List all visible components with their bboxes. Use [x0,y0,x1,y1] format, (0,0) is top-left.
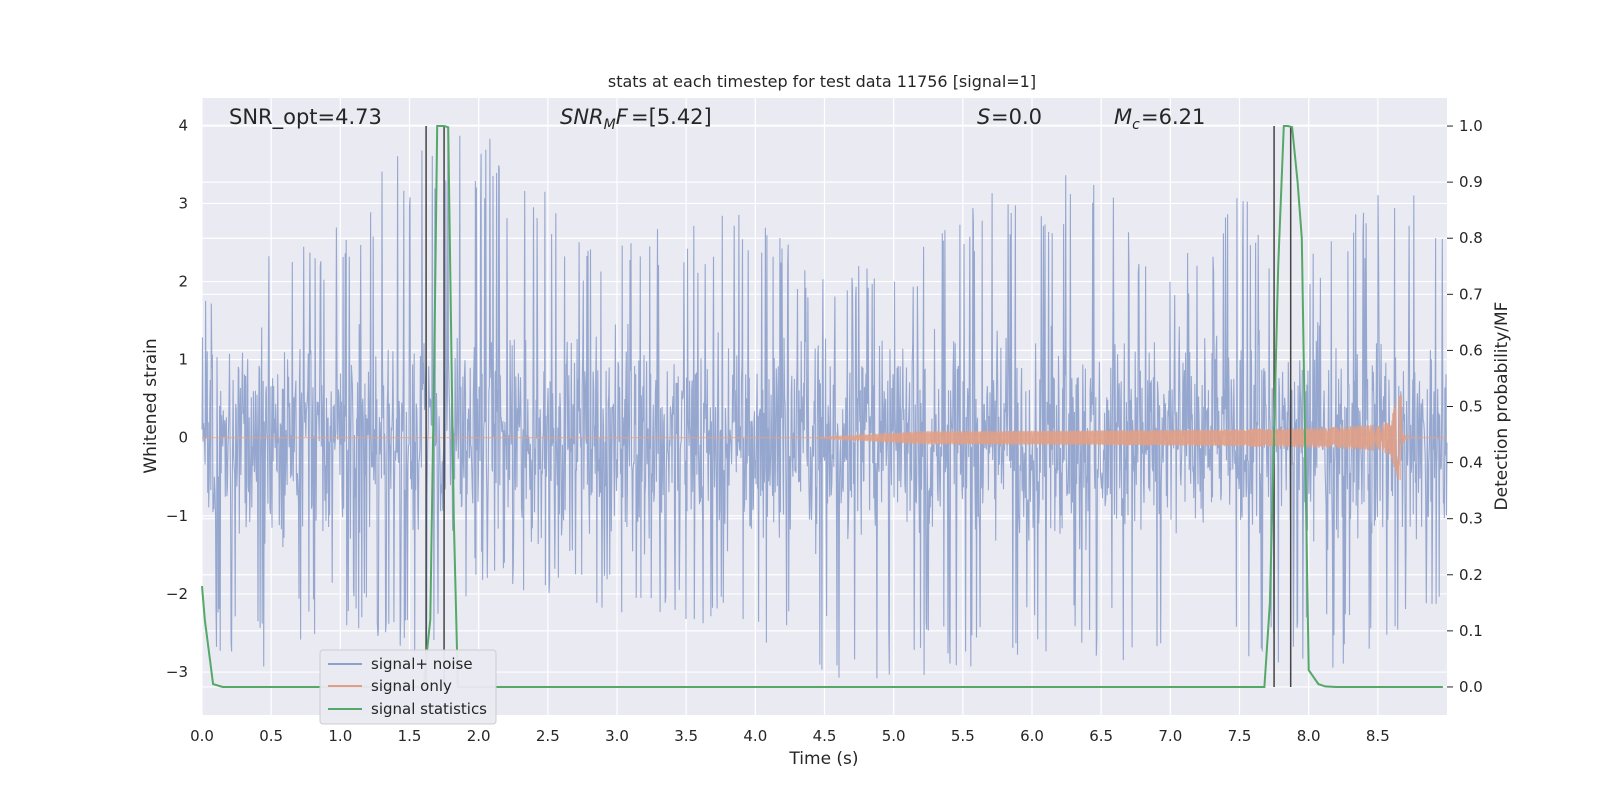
y-right-tick-label: 0.3 [1459,510,1483,528]
legend-label-signal-stats: signal statistics [371,700,487,718]
legend-label-signal-noise: signal+ noise [371,655,473,673]
x-tick-label: 7.5 [1228,727,1252,745]
y-left-tick-label: 2 [178,273,188,291]
x-tick-label: 8.0 [1297,727,1321,745]
signal-only-series [202,394,1447,481]
x-tick-label: 4.5 [813,727,837,745]
y-right-tick-label: 0.0 [1459,678,1483,696]
y-left-ticks: −3 −2 −1 0 1 2 3 4 [166,116,188,681]
x-tick-label: 0.0 [190,727,214,745]
x-tick-label: 2.0 [467,727,491,745]
x-tick-label: 1.0 [328,727,352,745]
signal-noise-line [201,127,1448,679]
x-tick-label: 6.0 [1020,727,1044,745]
y-right-tick-label: 0.2 [1459,566,1483,584]
x-tick-label: 6.5 [1089,727,1113,745]
x-tick-label: 3.5 [674,727,698,745]
annotation-mc-value: =6.21 [1141,105,1205,129]
legend-label-signal-only: signal only [371,677,452,695]
signal-only-line [202,394,1447,481]
y-right-ticks: 0.0 0.1 0.2 0.3 0.4 0.5 0.6 0.7 0.8 0.9 1.0 [1447,117,1483,696]
y-right-tick-label: 0.5 [1459,398,1483,416]
x-tick-label: 3.0 [605,727,629,745]
x-tick-label: 8.5 [1366,727,1390,745]
x-tick-label: 5.0 [882,727,906,745]
y-right-tick-label: 0.4 [1459,454,1483,472]
y-left-tick-label: −2 [166,585,188,603]
y-right-tick-label: 0.8 [1459,229,1483,247]
x-axis-label: Time (s) [788,749,858,769]
x-tick-label: 7.0 [1158,727,1182,745]
legend-box [319,649,497,725]
x-tick-label: 0.5 [259,727,283,745]
y-right-tick-label: 1.0 [1459,117,1483,135]
annotation-snr-opt: SNR_opt=4.73 [229,105,382,130]
y-right-tick-label: 0.9 [1459,173,1483,191]
y-right-tick-label: 0.1 [1459,622,1483,640]
x-tick-label: 4.0 [743,727,767,745]
y-left-tick-label: −3 [166,663,188,681]
y-left-tick-label: 3 [178,194,188,212]
y-axis-left-label: Whitened strain [141,338,161,473]
chart-title: stats at each timestep for test data 117… [608,72,1036,91]
x-tick-label: 2.5 [536,727,560,745]
x-ticks: 0.0 0.5 1.0 1.5 2.0 2.5 3.0 3.5 4.0 4.5 5.0 5.5 6.0 6… [190,727,1390,745]
y-left-tick-label: 4 [178,116,188,134]
x-tick-label: 5.5 [951,727,975,745]
y-right-tick-label: 0.7 [1459,285,1483,303]
annotation-snr-mf-label: SNRMF [560,105,629,133]
annotation-s-value: =0.0 [991,105,1042,129]
y-left-tick-label: 0 [178,429,188,447]
annotation-snr-mf-value: =[5.42] [631,105,712,129]
y-axis-right-label: Detection probability/MF [1492,302,1512,511]
signal-noise-series [201,127,1448,679]
y-left-tick-label: 1 [178,351,188,369]
y-right-tick-label: 0.6 [1459,341,1483,359]
y-left-tick-label: −1 [166,507,188,525]
x-tick-label: 1.5 [398,727,422,745]
annotation-s-label: S [977,105,990,129]
legend: signal+ noise signal only signal statist… [319,649,497,725]
